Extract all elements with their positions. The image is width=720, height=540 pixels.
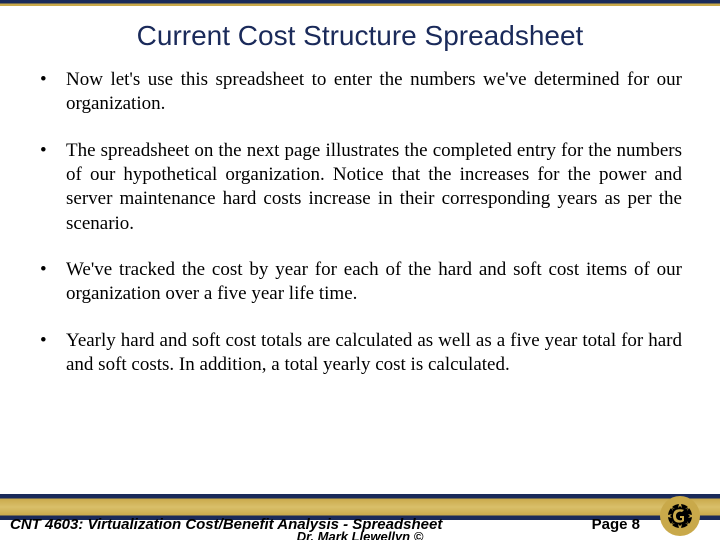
list-item: • We've tracked the cost by year for eac… xyxy=(38,258,682,307)
footer-credit: Dr. Mark Llewellyn © xyxy=(297,529,424,540)
list-item: • Yearly hard and soft cost totals are c… xyxy=(38,329,682,378)
bullet-marker: • xyxy=(38,329,66,378)
bullet-text: We've tracked the cost by year for each … xyxy=(66,258,682,307)
bullet-marker: • xyxy=(38,258,66,307)
ucf-logo-icon xyxy=(658,494,702,538)
slide: Current Cost Structure Spreadsheet • Now… xyxy=(0,0,720,540)
bullet-text: Yearly hard and soft cost totals are cal… xyxy=(66,329,682,378)
page-title: Current Cost Structure Spreadsheet xyxy=(0,6,720,68)
content-area: • Now let's use this spreadsheet to ente… xyxy=(0,68,720,494)
footer-page: Page 8 xyxy=(592,516,640,533)
bullet-marker: • xyxy=(38,68,66,117)
bullet-text: The spreadsheet on the next page illustr… xyxy=(66,139,682,236)
list-item: • The spreadsheet on the next page illus… xyxy=(38,139,682,236)
bullet-text: Now let's use this spreadsheet to enter … xyxy=(66,68,682,117)
bullet-marker: • xyxy=(38,139,66,236)
footer: CNT 4603: Virtualization Cost/Benefit An… xyxy=(0,494,720,540)
list-item: • Now let's use this spreadsheet to ente… xyxy=(38,68,682,117)
